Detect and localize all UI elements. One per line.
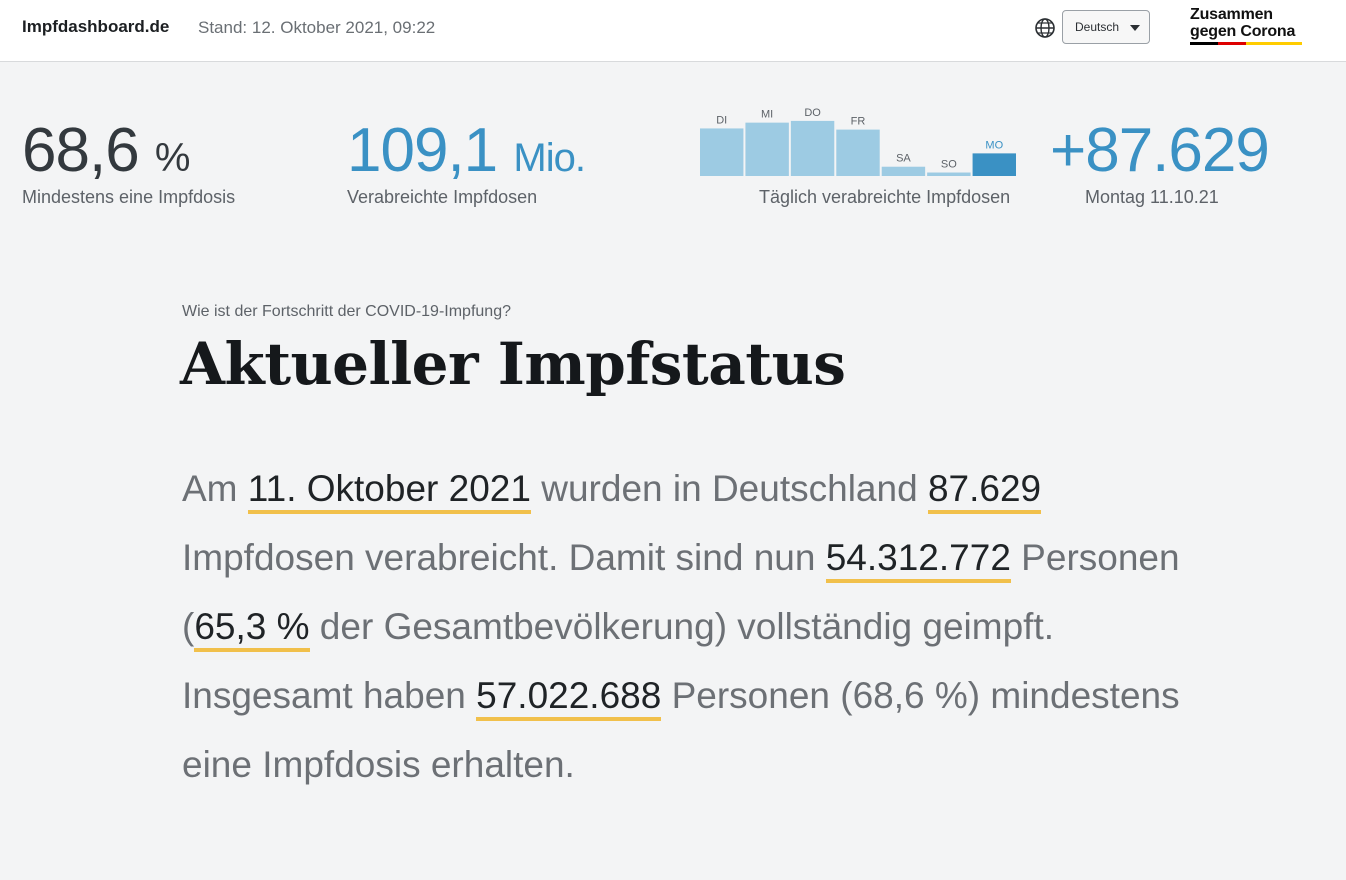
para-text-4: Personen (: [182, 537, 1180, 647]
globe-icon[interactable]: [1034, 17, 1056, 39]
kpi-total-doses-unit: Mio.: [513, 136, 586, 180]
highlight-fully-vaccinated: 54.312.772: [825, 537, 1011, 583]
para-text-6: Personen (68,6 %) mindestens eine Impfdo…: [182, 675, 1180, 785]
status-paragraph: Am 11. Oktober 2021 wurden in Deutschlan…: [182, 454, 1182, 799]
logo-stripe-segment: [1218, 42, 1246, 45]
kpi-first-dose-unit: %: [154, 136, 191, 180]
chart-bar-fr: [836, 129, 880, 176]
chart-label-sa: SA: [896, 153, 911, 165]
logo-line-1: Zusammen: [1190, 6, 1273, 23]
kpi-first-dose-label: Mindestens eine Impfdosis: [22, 187, 236, 207]
kpi-latest-label: Montag 11.10.21: [1085, 187, 1219, 207]
logo-stripe: [1190, 42, 1302, 45]
highlight-date: 11. Oktober 2021: [247, 468, 531, 514]
highlight-first-dose-count: 57.022.688: [476, 675, 662, 721]
chart-label-so: SO: [941, 159, 957, 171]
logo-stripe-segment: [1274, 42, 1302, 45]
chart-label-fr: FR: [851, 116, 866, 128]
highlight-daily-doses: 87.629: [927, 468, 1042, 514]
kpi-first-dose-number: 68,6: [22, 116, 140, 185]
section-eyebrow: Wie ist der Fortschritt der COVID-19-Imp…: [182, 303, 511, 320]
chart-label-di: DI: [716, 114, 727, 126]
chart-label-do: DO: [804, 107, 821, 119]
highlight-fully-vaccinated-percent: 65,3 %: [194, 606, 310, 652]
chart-bar-sa: [881, 166, 926, 176]
zusammen-gegen-corona-logo[interactable]: Zusammen gegen Corona: [1190, 6, 1310, 45]
language-select-value: Deutsch: [1075, 20, 1120, 34]
para-text-1: Am: [182, 468, 248, 509]
chevron-down-icon: [1130, 25, 1140, 31]
logo-line-2: gegen Corona: [1190, 23, 1296, 40]
para-text-3: Impfdosen verabreicht. Damit sind nun: [182, 537, 826, 578]
language-select[interactable]: Deutsch: [1062, 10, 1150, 44]
chart-bar-di: [700, 128, 744, 176]
top-bar: Impfdashboard.de Stand: 12. Oktober 2021…: [0, 0, 1346, 62]
kpi-first-dose-value: 68,6 %: [22, 120, 191, 189]
logo-stripe-segment: [1190, 42, 1218, 45]
kpi-total-doses-value: 109,1 Mio.: [347, 120, 586, 189]
logo-stripe-segment: [1246, 42, 1274, 45]
site-name-link[interactable]: Impfdashboard.de: [22, 17, 170, 36]
para-text-2: wurden in Deutschland: [530, 468, 928, 509]
kpi-total-doses-label: Verabreichte Impfdosen: [347, 187, 538, 207]
para-text-5: der Gesamtbevölkerung) vollständig geimp…: [182, 606, 1055, 716]
stand-timestamp: Stand: 12. Oktober 2021, 09:22: [198, 18, 436, 37]
daily-doses-chart: DI MI DO FR SA SO MO: [700, 107, 1016, 176]
chart-bar-mo: [972, 153, 1016, 176]
chart-label-mi: MI: [761, 109, 773, 121]
chart-bar-mi: [745, 122, 789, 176]
kpi-total-doses-number: 109,1: [347, 116, 498, 185]
chart-bar-do: [790, 120, 835, 176]
kpi-latest-value: +87.629: [1050, 116, 1270, 185]
page-title: Aktueller Impfstatus: [180, 330, 846, 398]
kpi-daily-label: Täglich verabreichte Impfdosen: [759, 187, 1011, 207]
chart-bar-so: [927, 172, 971, 176]
chart-label-mo: MO: [985, 139, 1003, 151]
